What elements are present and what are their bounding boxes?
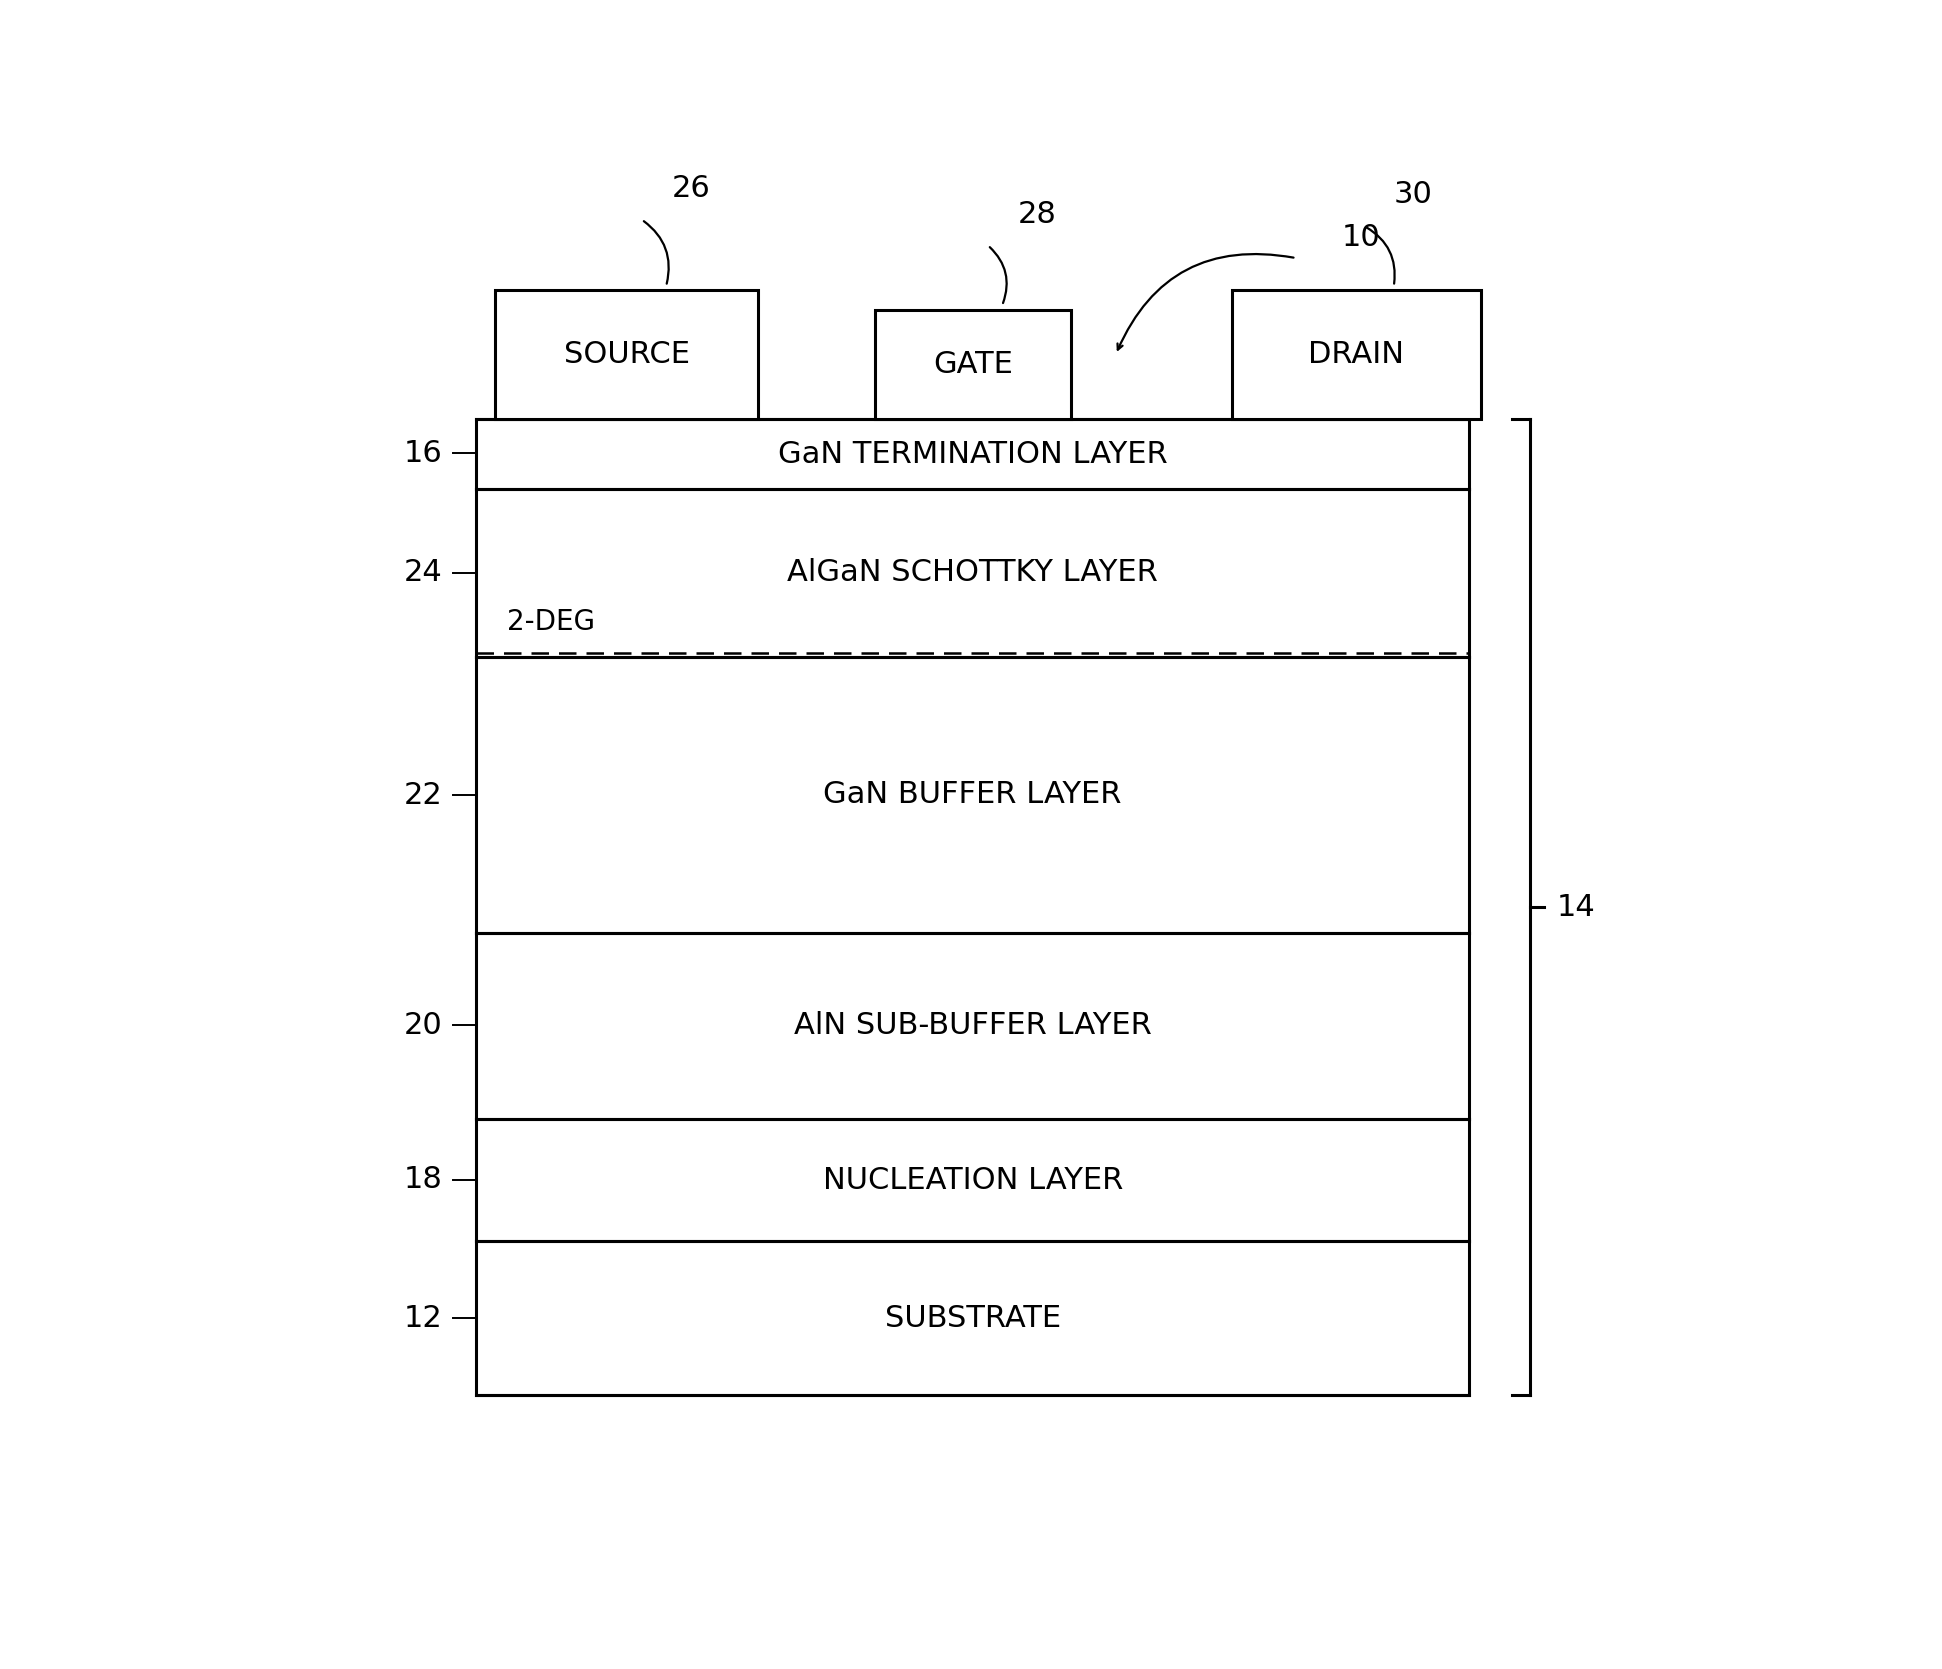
Text: 28: 28 [1018,200,1056,229]
Text: 26: 26 [672,174,711,204]
Text: 10: 10 [1342,222,1381,252]
Bar [495,290,757,419]
Text: GaN BUFFER LAYER: GaN BUFFER LAYER [823,779,1122,809]
Text: AlGaN SCHOTTKY LAYER: AlGaN SCHOTTKY LAYER [787,559,1157,587]
Text: GATE: GATE [932,349,1012,379]
Text: 24: 24 [404,559,443,587]
Text: 30: 30 [1394,180,1433,209]
Bar [1233,290,1480,419]
Text: 16: 16 [404,439,443,467]
Text: 20: 20 [404,1011,443,1040]
Bar [874,309,1070,419]
Text: AlN SUB-BUFFER LAYER: AlN SUB-BUFFER LAYER [794,1011,1152,1040]
Bar [476,419,1470,1395]
Text: 12: 12 [404,1303,443,1334]
Text: SUBSTRATE: SUBSTRATE [886,1303,1060,1334]
Text: NUCLEATION LAYER: NUCLEATION LAYER [823,1165,1122,1195]
Text: 14: 14 [1557,893,1596,921]
Text: SOURCE: SOURCE [563,340,689,369]
Text: DRAIN: DRAIN [1309,340,1404,369]
Text: 22: 22 [404,781,443,809]
Text: GaN TERMINATION LAYER: GaN TERMINATION LAYER [779,439,1167,469]
Text: 2-DEG: 2-DEG [507,608,596,636]
Text: 18: 18 [404,1165,443,1193]
